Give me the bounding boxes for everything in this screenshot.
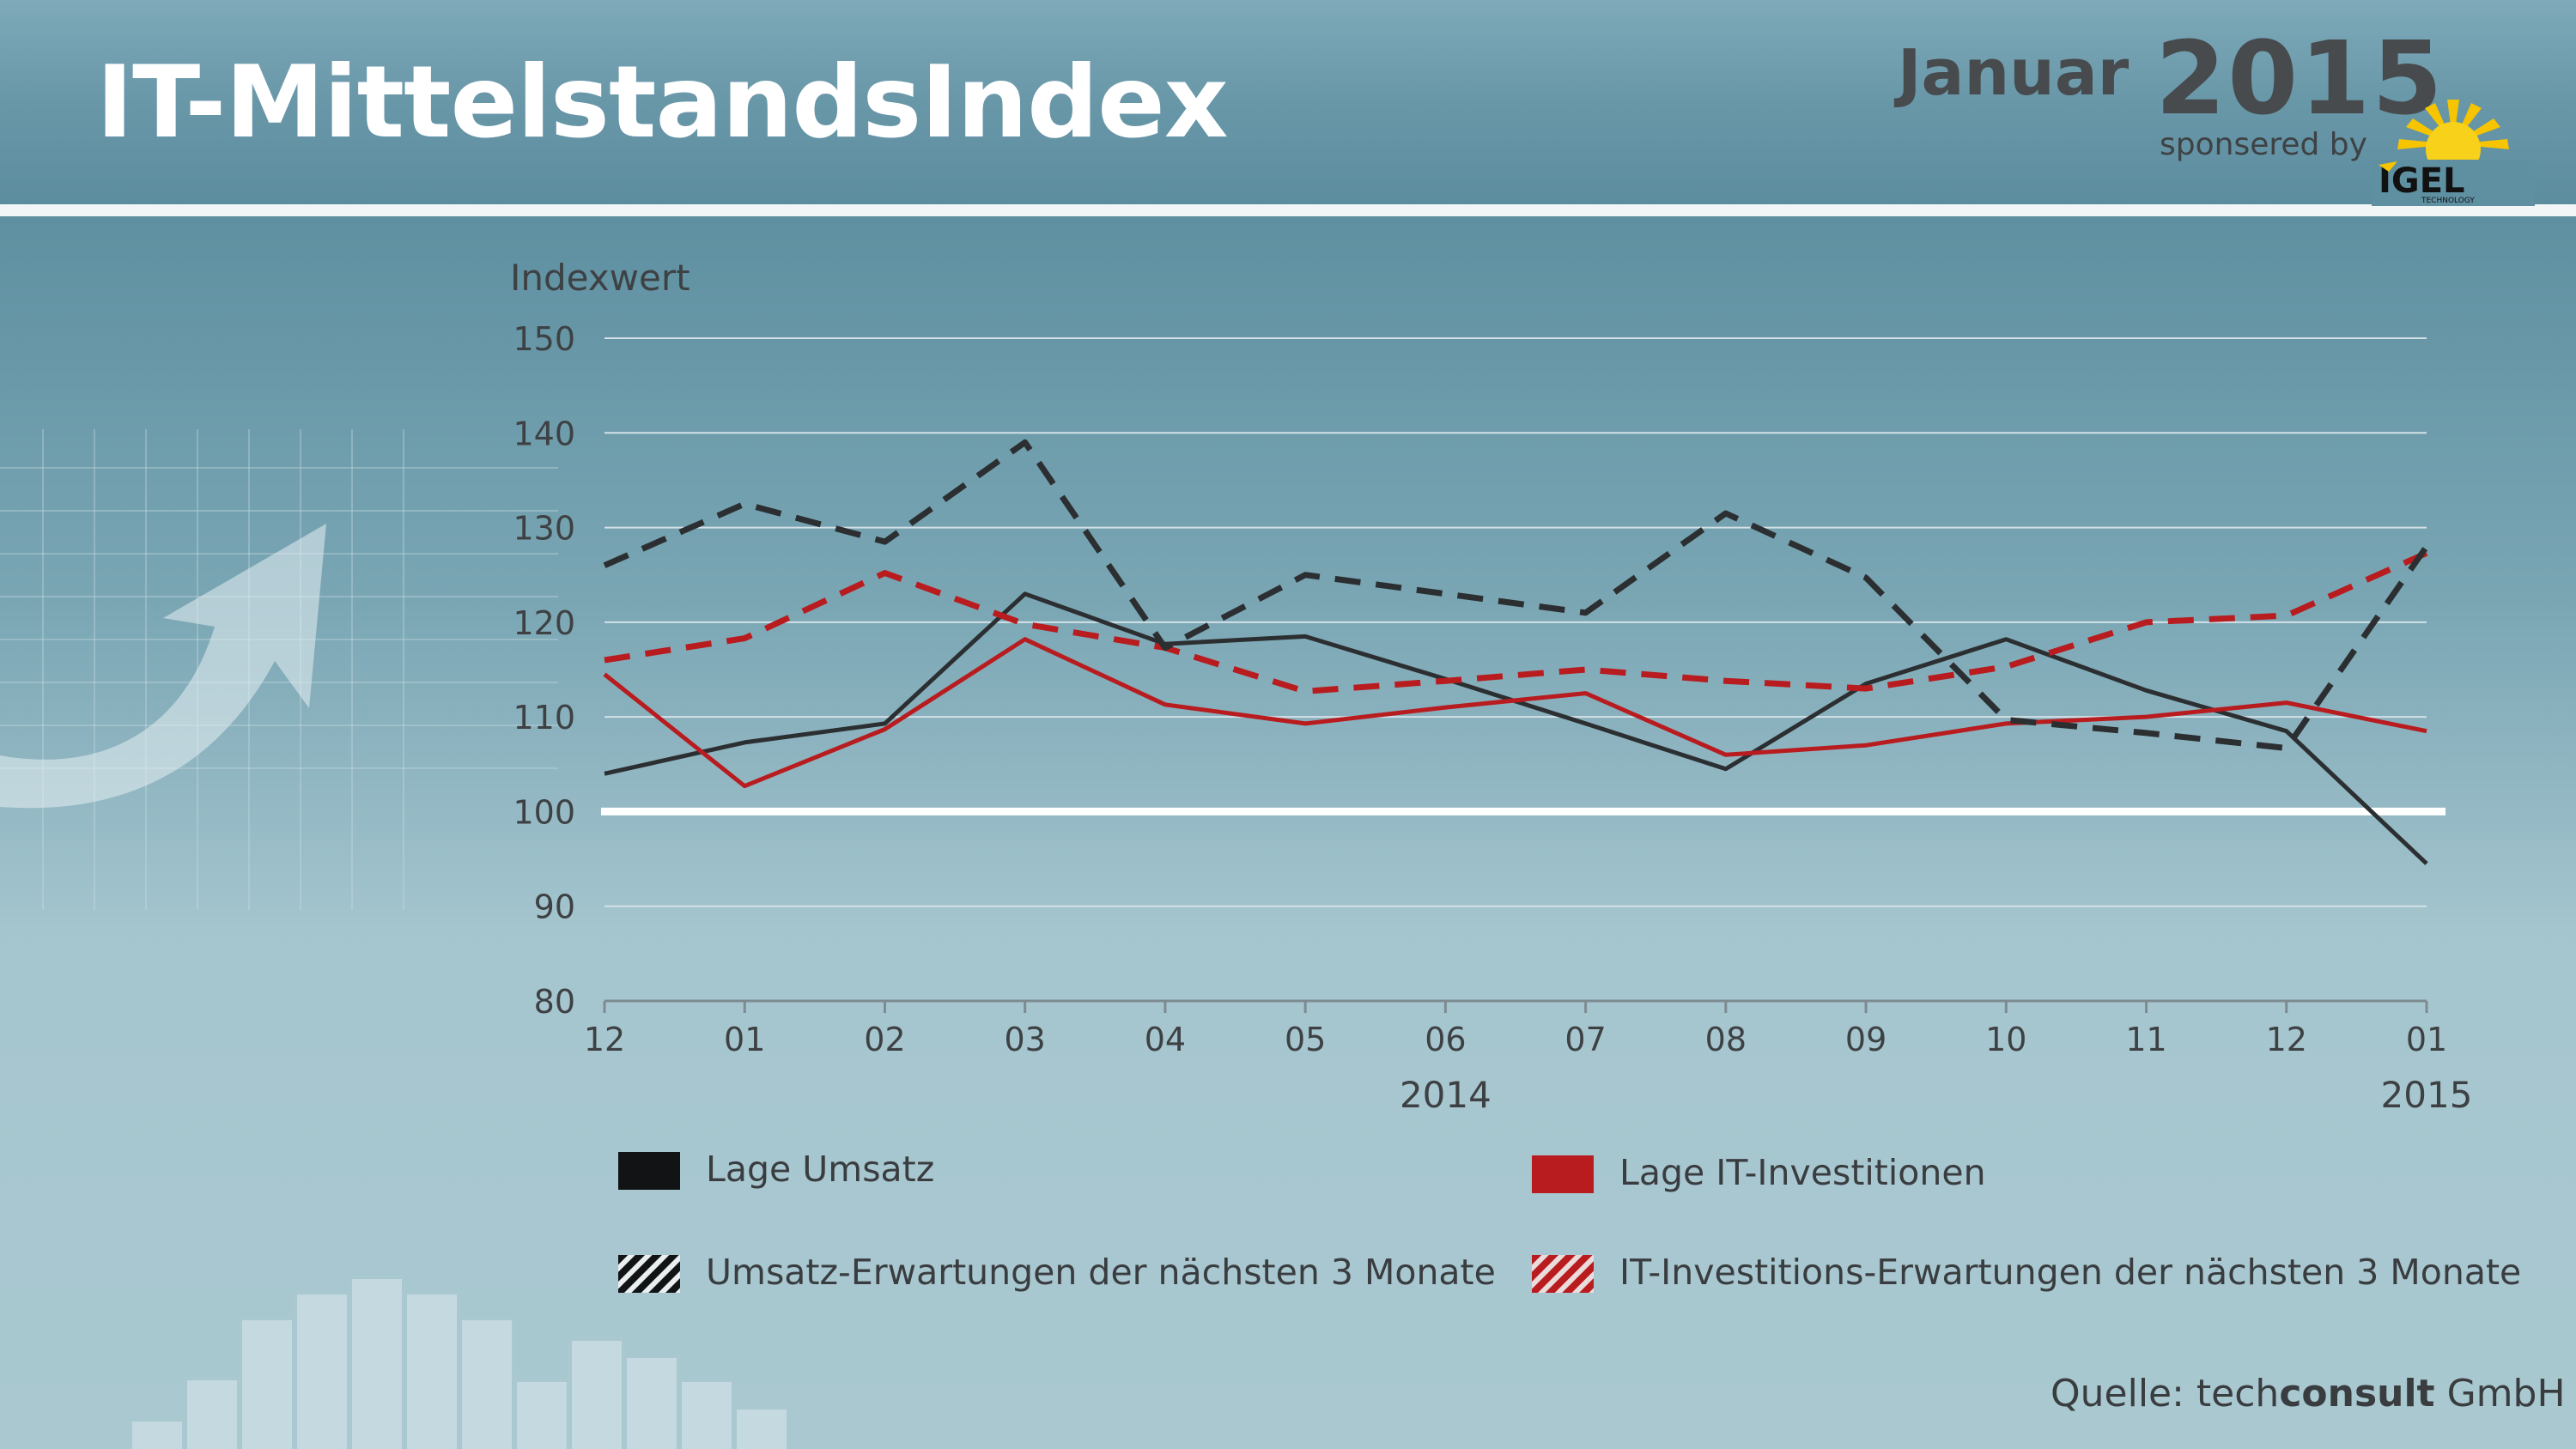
y-tick-label: 140 — [513, 415, 575, 452]
logo-subtext: TECHNOLOGY — [2421, 197, 2475, 205]
x-tick-label: 12 — [2266, 1021, 2307, 1058]
x-tick-label: 04 — [1145, 1021, 1186, 1058]
x-tick-label: 08 — [1705, 1021, 1747, 1058]
sponsor-text: sponsered by — [2160, 127, 2367, 162]
data-series — [603, 439, 2429, 865]
source-prefix: Quelle: tech — [2050, 1372, 2280, 1416]
igel-logo: IGEL TECHNOLOGY — [2372, 100, 2535, 206]
header-divider — [0, 204, 2576, 216]
y-tick-label: 90 — [534, 888, 575, 926]
x-axis — [603, 999, 2428, 1013]
date-year: 2015 — [2155, 19, 2445, 137]
page-title: IT-MittelstandsIndex — [96, 45, 1229, 161]
series-line-0 — [604, 591, 2428, 865]
y-tick-label: 100 — [513, 793, 575, 831]
date-month: Januar — [1898, 36, 2129, 110]
y-tick-label: 150 — [513, 320, 575, 358]
y-tick-label: 110 — [513, 699, 575, 737]
x-tick-labels: 12 01 02 03 04 05 06 07 08 09 10 11 12 01 2014 2015 — [584, 1021, 2473, 1116]
y-axis-title: Indexwert — [510, 257, 690, 299]
legend-swatch-hatched-red — [1532, 1255, 1594, 1293]
series-line-1 — [603, 637, 2427, 789]
y-tick-label: 120 — [513, 604, 575, 642]
x-tick-label: 03 — [1005, 1021, 1046, 1058]
source-brand: consult — [2279, 1372, 2435, 1416]
x-tick-label: 07 — [1564, 1021, 1606, 1058]
legend-label: IT-Investitions-Erwartungen der nächsten… — [1619, 1252, 2522, 1293]
x-tick-label: 01 — [724, 1021, 765, 1058]
legend-label: Lage IT-Investitionen — [1619, 1152, 1986, 1193]
year-label: 2015 — [2381, 1074, 2473, 1116]
series-line-2 — [603, 439, 2429, 751]
legend-swatch-hatched-black — [618, 1255, 680, 1293]
up-arrow-icon — [0, 524, 326, 809]
legend-swatch-solid-red — [1532, 1155, 1594, 1193]
x-tick-label: 05 — [1285, 1021, 1326, 1058]
y-tick-labels: 80 90 100 110 120 130 140 150 — [513, 320, 575, 1021]
decorative-arrow-graphic — [0, 429, 558, 910]
x-tick-label: 06 — [1425, 1021, 1466, 1058]
x-tick-label: 02 — [864, 1021, 905, 1058]
y-tick-label: 130 — [513, 510, 575, 548]
legend-label: Lage Umsatz — [706, 1149, 935, 1190]
y-tick-label: 80 — [534, 983, 575, 1021]
decorative-grid — [0, 429, 558, 910]
decorative-bars — [129, 1276, 790, 1449]
source-suffix: GmbH — [2434, 1372, 2566, 1416]
logo-text: IGEL — [2379, 161, 2465, 201]
x-tick-label: 11 — [2125, 1021, 2166, 1058]
source-note: Quelle: techconsult GmbH — [2050, 1372, 2566, 1416]
x-tick-label: 10 — [1985, 1021, 2026, 1058]
grid-lines — [601, 337, 2445, 907]
legend-label: Umsatz-Erwartungen der nächsten 3 Monate — [706, 1252, 1496, 1293]
year-label: 2014 — [1400, 1074, 1492, 1116]
x-tick-label: 01 — [2406, 1021, 2447, 1058]
x-tick-label: 09 — [1845, 1021, 1886, 1058]
legend-swatch-solid-black — [618, 1152, 680, 1190]
header-band — [0, 0, 2576, 204]
x-tick-label: 12 — [584, 1021, 625, 1058]
